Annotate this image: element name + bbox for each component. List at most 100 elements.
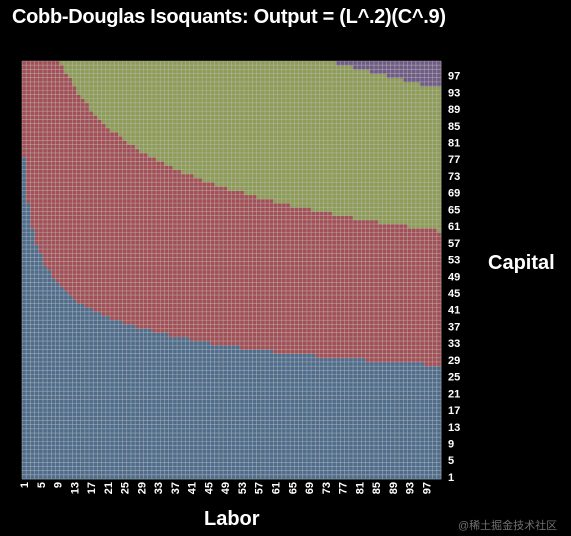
output-band-cell: [26, 157, 157, 162]
output-band-cell: [436, 228, 442, 233]
y-tick-label: 65: [448, 204, 460, 216]
output-band-cell: [101, 119, 442, 125]
output-band-cell: [30, 215, 354, 221]
output-band-cell: [22, 73, 69, 79]
output-band-cell: [22, 186, 27, 191]
output-band-cell: [42, 257, 442, 263]
output-band-cell: [22, 198, 27, 204]
y-tick-label: 33: [448, 338, 460, 350]
output-band-cell: [336, 61, 442, 66]
output-band-cell: [34, 236, 442, 242]
y-tick-label: 53: [448, 255, 460, 267]
output-band-cell: [22, 282, 61, 288]
x-tick-label: 85: [371, 482, 383, 494]
y-tick-label: 81: [448, 138, 460, 150]
x-tick-label: 37: [170, 482, 182, 494]
output-band-cell: [26, 161, 165, 166]
output-band-cell: [22, 240, 35, 246]
x-axis-label: Labor: [204, 508, 260, 530]
output-band-cell: [63, 69, 371, 74]
y-tick-label: 77: [448, 154, 460, 166]
output-band-cell: [26, 165, 174, 171]
output-band-cell: [22, 303, 86, 309]
output-band-cell: [386, 73, 442, 79]
output-band-cell: [22, 194, 27, 200]
watermark: @稀土掘金技术社区: [458, 520, 558, 532]
output-band-cell: [168, 332, 442, 338]
output-band-cell: [22, 274, 52, 279]
output-band-cell: [22, 182, 27, 187]
output-band-cell: [22, 332, 170, 338]
output-band-cell: [118, 132, 442, 137]
y-tick-label: 21: [448, 388, 460, 400]
y-tick-label: 1: [448, 472, 454, 484]
output-band-cell: [151, 328, 442, 334]
output-band-cell: [244, 190, 442, 196]
output-band-cell: [26, 182, 216, 187]
output-band-cell: [22, 157, 27, 162]
output-band-cell: [101, 311, 442, 317]
output-band-cell: [22, 299, 77, 304]
output-band-cell: [34, 232, 442, 237]
output-band-cell: [22, 161, 27, 166]
output-band-cell: [76, 299, 442, 304]
output-band-cell: [63, 65, 354, 70]
x-tick-label: 53: [237, 482, 249, 494]
output-band-cell: [51, 270, 442, 275]
x-tick-label: 57: [254, 482, 266, 494]
x-tick-label: 5: [36, 482, 48, 488]
output-band-cell: [227, 186, 442, 191]
output-band-cell: [109, 127, 442, 133]
output-band-cell: [22, 119, 103, 125]
x-tick-label: 9: [53, 482, 65, 488]
output-band-cell: [193, 173, 442, 179]
x-tick-label: 69: [304, 482, 316, 494]
y-tick-label: 93: [448, 87, 460, 99]
output-band-cell: [68, 290, 442, 296]
output-band-cell: [22, 190, 27, 196]
output-band-cell: [22, 178, 27, 183]
y-tick-label: 57: [448, 238, 460, 250]
x-axis-ticks: 1 5 9 13 17 21 25 29 33 37 41 45 49 53 57 61 65 69 73 77 81 8…: [19, 482, 433, 494]
y-tick-label: 61: [448, 221, 460, 233]
output-band-cell: [22, 90, 77, 95]
x-tick-label: 29: [136, 482, 148, 494]
x-tick-label: 89: [388, 482, 400, 494]
x-tick-label: 73: [321, 482, 333, 494]
output-band-cell: [30, 219, 379, 225]
y-tick-label: 5: [448, 455, 454, 467]
x-tick-label: 25: [120, 482, 132, 494]
output-band-cell: [72, 81, 421, 87]
output-band-cell: [369, 69, 442, 74]
output-band-cell: [135, 324, 442, 329]
x-tick-label: 93: [405, 482, 417, 494]
y-tick-label: 89: [448, 104, 460, 116]
output-band-cell: [76, 86, 442, 91]
output-band-cell: [22, 270, 52, 275]
output-band-cell: [22, 257, 44, 263]
chart-title: Cobb-Douglas Isoquants: Output = (L^.2)(…: [12, 6, 446, 28]
output-band-cell: [22, 132, 119, 137]
x-tick-label: 21: [103, 482, 115, 494]
x-tick-label: 13: [69, 482, 81, 494]
output-band-cell: [76, 90, 442, 95]
x-tick-label: 61: [271, 482, 283, 494]
output-band-cell: [22, 173, 27, 179]
output-band-cell: [22, 341, 211, 346]
x-tick-label: 33: [153, 482, 165, 494]
output-band-cell: [403, 77, 442, 83]
x-tick-label: 1: [19, 482, 31, 488]
y-tick-label: 97: [448, 71, 460, 83]
y-tick-label: 41: [448, 305, 460, 317]
output-band-cell: [126, 140, 442, 145]
output-band-cell: [59, 282, 442, 288]
output-band-cell: [135, 144, 442, 150]
y-tick-label: 45: [448, 288, 460, 300]
output-band-cell: [93, 307, 442, 313]
output-band-cell: [22, 324, 136, 329]
output-band-cell: [22, 127, 111, 133]
output-band-cell: [51, 274, 442, 279]
output-band-cell: [22, 111, 94, 116]
output-band-cell: [30, 207, 312, 212]
